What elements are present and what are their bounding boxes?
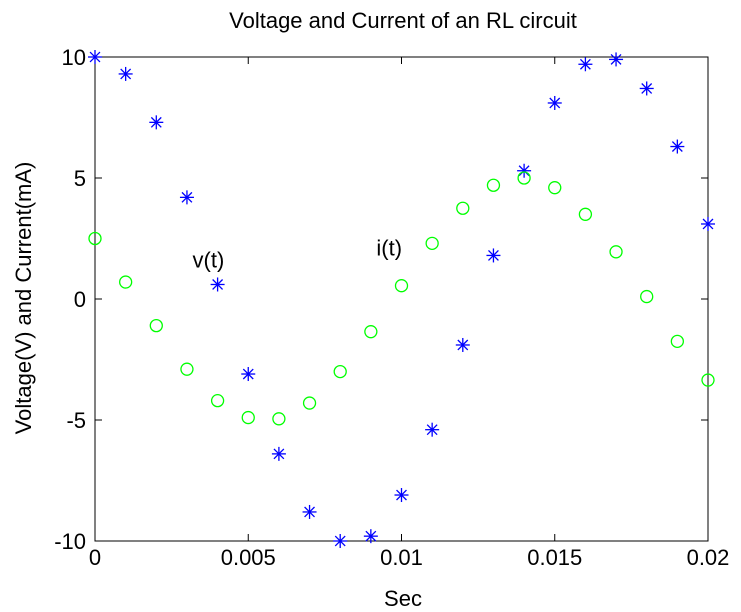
circle-marker [302,396,317,410]
asterisk-stroke [304,506,315,518]
circle-marker [609,245,623,259]
asterisk-stroke [518,165,530,177]
asterisk-stroke [89,51,101,63]
asterisk-stroke [457,339,469,351]
circle-marker [548,181,562,195]
asterisk-marker [118,66,133,81]
asterisk-marker [670,139,685,154]
asterisk-stroke [334,535,346,547]
asterisk-marker [271,446,286,461]
x-tick-label: 0.01 [380,545,423,570]
asterisk-marker [486,248,501,263]
asterisk-marker [394,488,409,503]
asterisk-stroke [488,250,499,261]
annotation-label: v(t) [193,248,225,273]
circle-marker [640,289,654,304]
series-0-asterisk-markers [88,50,715,548]
asterisk-marker [302,504,317,519]
data-markers [88,50,715,548]
circle-marker [670,334,684,349]
circle-marker [119,275,133,289]
asterisk-marker [578,57,593,72]
x-tick-label: 0 [89,545,101,570]
asterisk-marker [241,367,256,382]
asterisk-marker [517,163,532,178]
x-tick-label: 0.005 [221,545,276,570]
asterisk-marker [149,115,164,130]
annotation-label: i(t) [376,235,402,260]
circle-marker [333,364,347,379]
annotations: v(t) i(t) [193,235,403,272]
asterisk-marker [333,534,348,548]
x-tick-label: 0.015 [527,545,582,570]
circle-marker [701,373,715,387]
circle-marker [578,207,593,221]
circle-marker [517,171,531,185]
circle-marker [456,201,470,215]
asterisk-stroke [671,141,683,152]
asterisk-marker [425,422,440,437]
x-axis-label: Sec [384,586,422,611]
asterisk-stroke [273,448,285,460]
asterisk-stroke [702,218,714,230]
asterisk-stroke [549,97,561,109]
circle-marker [272,412,286,426]
series-1-circle-markers [88,171,715,426]
asterisk-marker [179,190,194,205]
circle-marker [364,325,378,339]
y-tick-label: 5 [74,166,86,191]
circle-marker [425,236,439,250]
asterisk-stroke [242,368,254,380]
chart-title: Voltage and Current of an RL circuit [229,8,577,33]
asterisk-marker [547,95,562,110]
asterisk-marker [609,52,624,67]
asterisk-marker [639,81,654,96]
asterisk-marker [210,277,225,292]
asterisk-marker [701,216,715,231]
circle-marker [210,393,225,408]
asterisk-marker [455,337,470,352]
asterisk-stroke [610,53,622,65]
asterisk-marker [363,529,378,544]
tick-labels: 0 0.005 0.01 0.015 0.02 -10 -5 0 5 10 [54,45,729,570]
asterisk-stroke [365,530,377,542]
asterisk-stroke [212,279,224,290]
circle-marker [241,410,255,425]
y-tick-label: -5 [66,408,86,433]
y-tick-label: 0 [74,287,86,312]
plot-area [94,56,709,542]
asterisk-stroke [579,58,591,70]
asterisk-stroke [641,83,653,94]
asterisk-marker [88,50,102,64]
y-axis-label: Voltage(V) and Current(mA) [11,162,36,435]
asterisk-stroke [150,116,162,128]
circle-marker [180,362,194,376]
asterisk-stroke [181,191,193,203]
asterisk-stroke [120,68,132,80]
circle-marker [394,279,409,293]
x-tick-label: 0.02 [687,545,730,570]
asterisk-stroke [426,424,438,436]
circle-marker [149,318,163,333]
y-tick-label: 10 [62,45,86,70]
asterisk-stroke [396,489,407,501]
y-tick-label: -10 [54,529,86,554]
circle-marker [88,231,102,246]
circle-marker [486,178,501,192]
